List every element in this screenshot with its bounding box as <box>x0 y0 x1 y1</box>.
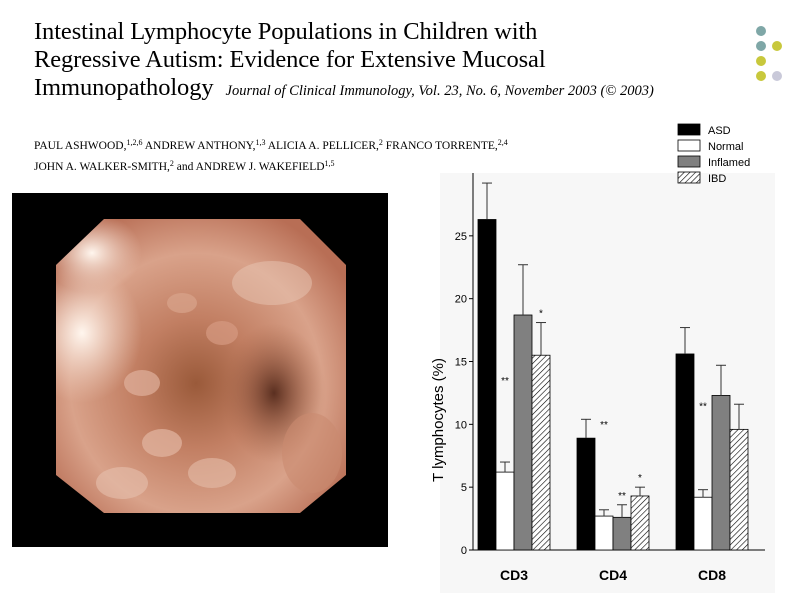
bar-ibd-cd3 <box>531 354 551 551</box>
title-line-1: Intestinal Lymphocyte Populations in Chi… <box>34 18 538 45</box>
y-tick-label: 20 <box>455 294 467 306</box>
bar-inflamed-cd8 <box>711 395 731 551</box>
x-category-label: CD8 <box>698 567 726 583</box>
significance-mark: ** <box>501 376 509 387</box>
dot-yellow-2 <box>756 56 766 66</box>
y-tick-label: 5 <box>461 482 467 494</box>
bar-normal-cd4 <box>594 515 614 551</box>
title-line-2: Regressive Autism: Evidence for Extensiv… <box>34 46 546 73</box>
bar-asd-cd3 <box>477 219 497 551</box>
legend-swatch-asd <box>677 123 701 136</box>
dot-yellow-3 <box>756 71 766 81</box>
legend-label-inflamed: Inflamed <box>708 157 750 169</box>
significance-mark: ** <box>618 491 626 502</box>
bar-ibd-cd8 <box>729 428 749 551</box>
dot-lavender <box>772 71 782 81</box>
bar-asd-cd4 <box>576 437 596 551</box>
y-tick-label: 10 <box>455 419 467 431</box>
bar-inflamed-cd4 <box>612 516 632 551</box>
y-tick-label: 0 <box>461 545 467 557</box>
x-category-label: CD4 <box>599 567 627 583</box>
endoscopy-photo-frame <box>12 193 388 547</box>
chart-axes: 0 5 10 15 20 25 CD3 CD4 CD8 <box>455 173 765 583</box>
title-line-3: Immunopathology Journal of Clinical Immun… <box>34 74 754 105</box>
dot-teal-2 <box>756 41 766 51</box>
journal-citation: Journal of Clinical Immunology, Vol. 23,… <box>225 83 654 99</box>
bar-normal-cd3 <box>495 471 515 551</box>
significance-mark: ** <box>699 401 707 412</box>
decorative-dots <box>756 26 790 86</box>
legend-label-ibd: IBD <box>708 173 726 185</box>
chart-legend: ASD Normal Inflamed IBD <box>677 123 750 185</box>
t-lymphocyte-chart: ASD Normal Inflamed IBD 0 5 10 15 20 25 CD3 CD4 CD8… <box>430 123 775 593</box>
author-3: ALICIA A. PELLICER,2 <box>267 138 383 152</box>
author-1: PAUL ASHWOOD,1,2,6 <box>34 138 143 152</box>
chart-bars: ********** <box>477 182 749 551</box>
x-category-label: CD3 <box>500 567 528 583</box>
y-axis-label: T lymphocytes (%) <box>430 358 447 482</box>
significance-mark: * <box>638 473 642 484</box>
title-line-3-text: Immunopathology <box>34 74 214 101</box>
bar-ibd-cd4 <box>630 495 650 551</box>
paper-title: Intestinal Lymphocyte Populations in Chi… <box>34 18 754 105</box>
y-tick-label: 15 <box>455 357 467 369</box>
author-5: JOHN A. WALKER-SMITH,2 <box>34 159 174 173</box>
endoscopy-image <box>56 219 346 513</box>
author-list: PAUL ASHWOOD,1,2,6 ANDREW ANTHONY,1,3 AL… <box>34 134 674 176</box>
significance-mark: ** <box>600 420 608 431</box>
significance-mark: * <box>539 309 543 320</box>
author-6: and ANDREW J. WAKEFIELD1,5 <box>176 159 335 173</box>
y-tick-label: 25 <box>455 231 467 243</box>
author-4: FRANCO TORRENTE,2,4 <box>385 138 508 152</box>
legend-label-asd: ASD <box>708 125 731 137</box>
dot-yellow-1 <box>772 41 782 51</box>
legend-swatch-inflamed <box>677 155 701 168</box>
bar-normal-cd8 <box>693 496 713 551</box>
author-2: ANDREW ANTHONY,1,3 <box>144 138 266 152</box>
legend-swatch-ibd <box>677 171 701 184</box>
bar-inflamed-cd3 <box>513 314 533 551</box>
legend-swatch-normal <box>677 139 701 152</box>
bar-asd-cd8 <box>675 353 695 551</box>
legend-label-normal: Normal <box>708 141 743 153</box>
dot-teal-1 <box>756 26 766 36</box>
